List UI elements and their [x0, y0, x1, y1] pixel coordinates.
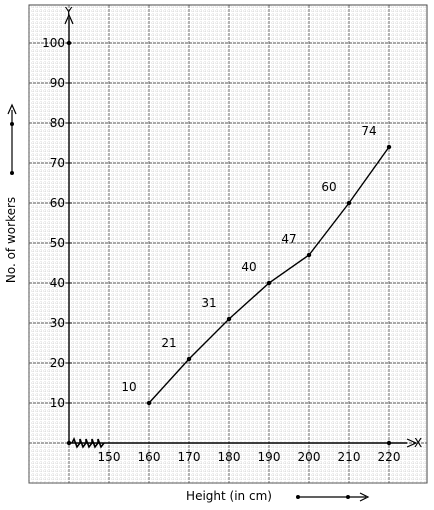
grid-border: [28, 4, 428, 484]
x-axis-arrow: [406, 438, 418, 448]
x-title-arrowhead: [359, 492, 370, 502]
y-axis-arrow: [64, 13, 74, 25]
y-tick-label: 20: [50, 356, 65, 370]
tick-labels: 10 20 30 40 50 60 70 80 90 100 150 160 170 180 190 200 2…: [42, 36, 400, 464]
x-tick-label: 220: [378, 450, 401, 464]
x-axis-title: Height (in cm): [186, 489, 272, 503]
x-title-arrow-dot: [346, 495, 350, 499]
graph-paper-grid: [28, 4, 428, 484]
x-axis-end-dot: [386, 440, 392, 446]
y-title-arrowhead: [7, 103, 17, 115]
data-label: 47: [281, 232, 296, 246]
y-title-arrow-dot: [10, 171, 14, 175]
x-axis-break-zigzag: [71, 437, 105, 449]
x-title-arrow-dot: [296, 495, 300, 499]
data-point: [346, 200, 352, 206]
y-tick-label: 40: [50, 276, 65, 290]
x-axis-letter: X: [414, 436, 422, 450]
y-tick-label: 90: [50, 76, 65, 90]
x-tick-label: 170: [178, 450, 201, 464]
data-label: 60: [321, 180, 336, 194]
data-point: [226, 316, 232, 322]
data-label: 10: [121, 380, 136, 394]
data-point: [386, 144, 392, 150]
x-tick-label: 200: [298, 450, 321, 464]
y-tick-label: 50: [50, 236, 65, 250]
data-point: [306, 252, 312, 258]
data-point: [186, 356, 192, 362]
y-tick-label: 70: [50, 156, 65, 170]
x-tick-label: 180: [218, 450, 241, 464]
data-series: 10 21 31 40 47 60 74: [121, 124, 392, 406]
data-label: 74: [361, 124, 376, 138]
x-tick-label: 150: [98, 450, 121, 464]
origin-dot: [66, 440, 72, 446]
y-tick-label: 10: [50, 396, 65, 410]
x-tick-label: 210: [338, 450, 361, 464]
axes: XY: [64, 5, 422, 450]
y-tick-label: 60: [50, 196, 65, 210]
y-title-arrow-dot: [10, 122, 14, 126]
data-point: [266, 280, 272, 286]
y-tick-label: 100: [42, 36, 65, 50]
y-tick-label: 30: [50, 316, 65, 330]
data-point: [146, 400, 152, 406]
y-axis-title: No. of workers: [4, 197, 18, 283]
x-tick-label: 190: [258, 450, 281, 464]
data-label: 31: [201, 296, 216, 310]
data-label: 21: [161, 336, 176, 350]
y-axis-letter: Y: [64, 5, 73, 19]
y-tick-label: 80: [50, 116, 65, 130]
data-label: 40: [241, 260, 256, 274]
x-tick-label: 160: [138, 450, 161, 464]
axis-titles: Height (in cm) No. of workers: [4, 103, 370, 503]
